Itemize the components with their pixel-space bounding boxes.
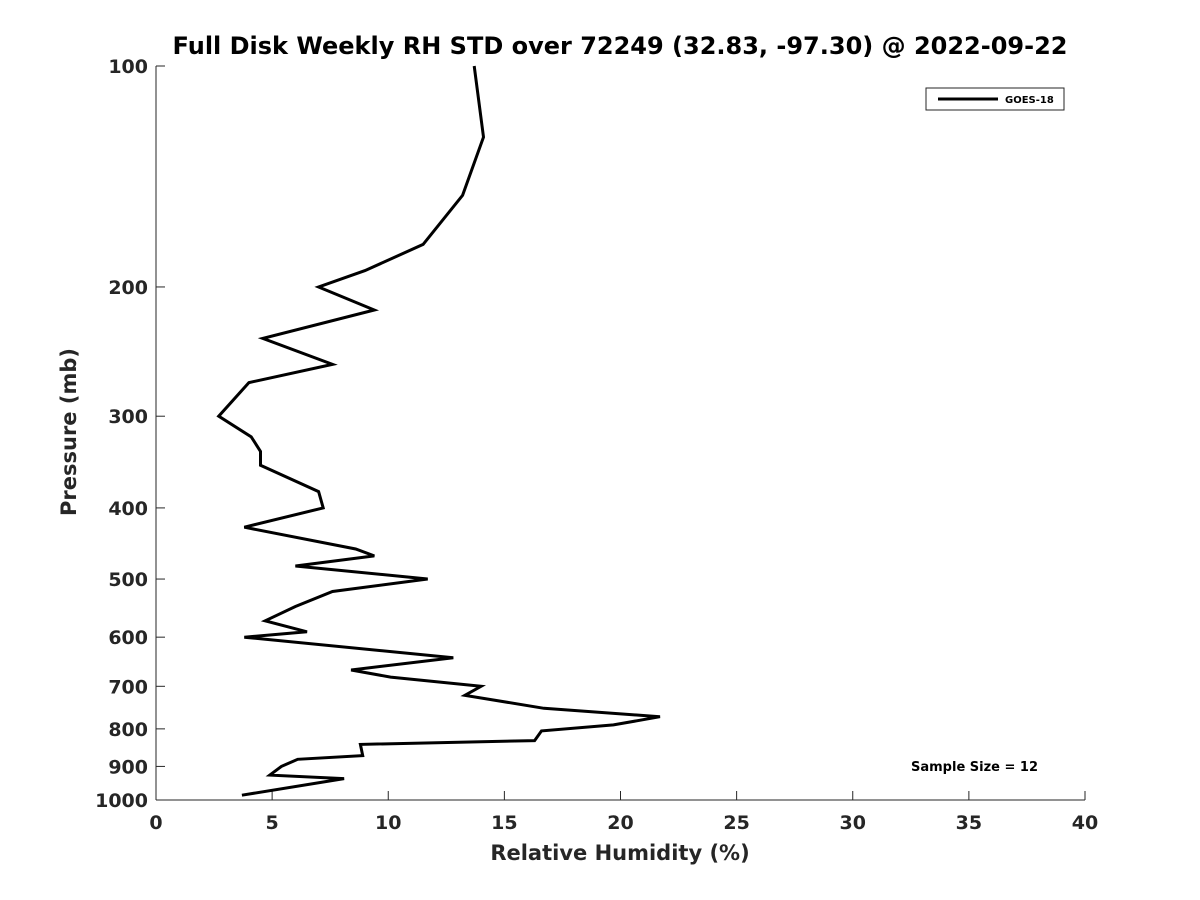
y-tick-label: 400 xyxy=(108,498,148,520)
y-tick-label: 300 xyxy=(108,406,148,428)
x-tick-label: 15 xyxy=(491,812,517,834)
x-tick-label: 0 xyxy=(149,812,162,834)
y-tick-label: 600 xyxy=(108,627,148,649)
x-tick-label: 30 xyxy=(840,812,866,834)
legend: GOES-18 xyxy=(925,87,1065,111)
x-tick-label: 10 xyxy=(375,812,401,834)
x-tick-label: 25 xyxy=(723,812,749,834)
x-tick-label: 40 xyxy=(1072,812,1098,834)
y-tick-label: 200 xyxy=(108,277,148,299)
y-tick-label: 500 xyxy=(108,569,148,591)
x-ticks: 0 5 10 15 20 25 30 35 40 xyxy=(149,791,1098,834)
x-tick-label: 20 xyxy=(607,812,633,834)
series-group xyxy=(216,65,661,797)
plot-axes xyxy=(155,66,1085,801)
y-tick-label: 800 xyxy=(108,719,148,741)
legend-label-goes-18: GOES-18 xyxy=(1005,95,1054,106)
chart-title: Full Disk Weekly RH STD over 72249 (32.8… xyxy=(173,32,1068,60)
series-line-goes-18 xyxy=(216,65,661,797)
x-axis-label: Relative Humidity (%) xyxy=(490,841,749,865)
y-tick-label: 1000 xyxy=(95,790,148,812)
y-tick-label: 900 xyxy=(108,756,148,778)
y-ticks: 100 200 300 400 500 600 700 800 900 1000 xyxy=(95,56,165,812)
y-tick-label: 700 xyxy=(108,676,148,698)
y-axis-label: Pressure (mb) xyxy=(57,348,81,516)
sample-size-annotation: Sample Size = 12 xyxy=(911,760,1038,775)
x-tick-label: 5 xyxy=(266,812,279,834)
x-tick-label: 35 xyxy=(956,812,982,834)
y-tick-label: 100 xyxy=(108,56,148,78)
